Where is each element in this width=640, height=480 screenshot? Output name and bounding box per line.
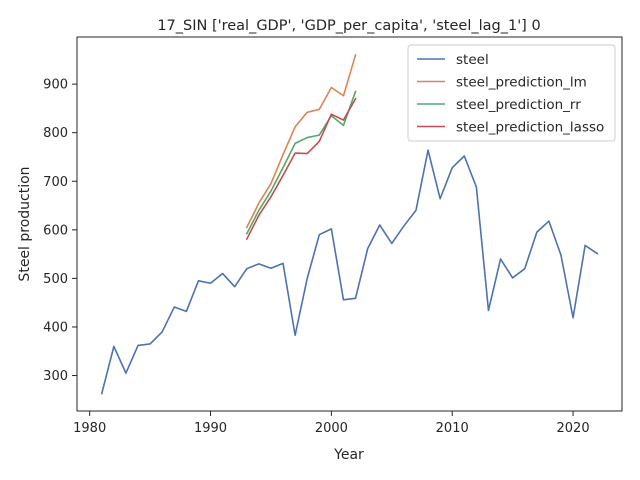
plot-frame: [76, 36, 623, 412]
x-tick-label: 2000: [315, 421, 348, 436]
x-axis-label: Year: [333, 447, 364, 463]
legend-entry: steel_prediction_rr: [456, 97, 581, 113]
y-tick-label: 400: [43, 320, 68, 335]
y-tick-label: 800: [43, 126, 68, 141]
x-tick-label: 1990: [194, 421, 227, 436]
series-line-steel-prediction-lm: [245, 53, 357, 229]
series-line-steel-prediction-rr: [245, 90, 357, 235]
x-tick-label: 1980: [73, 421, 106, 436]
legend-entry: steel_prediction_lasso: [456, 120, 604, 136]
series-line-steel-prediction-lasso: [245, 97, 357, 241]
y-tick-label: 500: [43, 272, 68, 287]
series-layer: [100, 53, 599, 395]
legend: steel steel_prediction_lm steel_prediction…: [407, 44, 616, 142]
x-tick-label: 2010: [436, 421, 469, 436]
legend-entry: steel_prediction_lm: [456, 75, 587, 91]
y-tick-label: 600: [43, 223, 68, 238]
series-line-steel: [100, 149, 599, 395]
y-tick-label: 300: [43, 369, 68, 384]
y-axis-label: Steel production: [17, 166, 33, 281]
y-tick-label: 700: [43, 175, 68, 190]
legend-box: [407, 44, 616, 142]
chart-title: 17_SIN ['real_GDP', 'GDP_per_capita', 's…: [157, 18, 540, 34]
x-axis-ticks: 1980 1990 2000 2010 2020: [73, 411, 590, 436]
x-tick-label: 2020: [557, 421, 590, 436]
legend-entry: steel: [456, 52, 489, 68]
y-tick-label: 900: [43, 78, 68, 93]
y-axis-ticks: 300 400 500 600 700 800 900: [43, 78, 77, 384]
